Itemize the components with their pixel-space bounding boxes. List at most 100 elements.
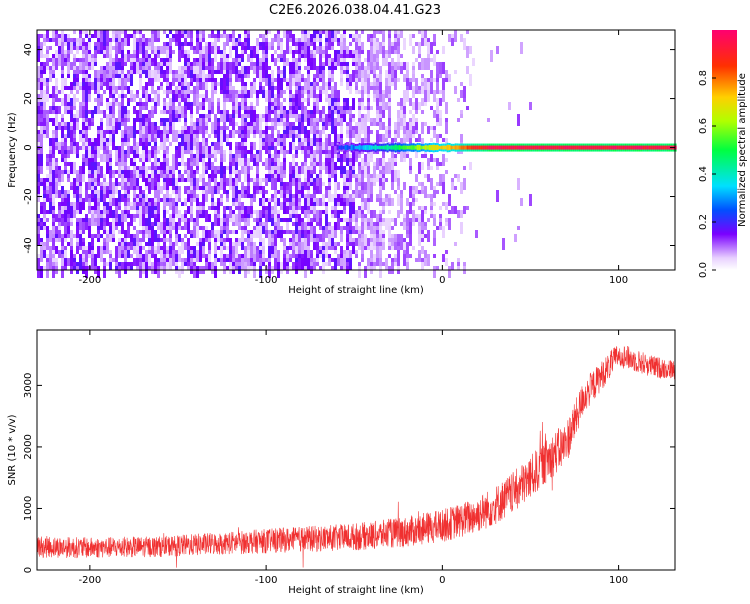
spectrogram-cell bbox=[259, 226, 262, 230]
spectrogram-cell bbox=[154, 230, 157, 242]
spectrogram-cell bbox=[151, 230, 154, 242]
spectrogram-cell bbox=[268, 142, 271, 146]
spectrogram-cell bbox=[139, 46, 142, 54]
spectrogram-cell bbox=[364, 158, 367, 162]
spectrogram-cell bbox=[226, 166, 229, 170]
signal-cell bbox=[576, 145, 579, 150]
spectrogram-cell bbox=[145, 186, 148, 190]
spectrogram-cell bbox=[235, 170, 238, 174]
spectrogram-cell bbox=[373, 210, 376, 218]
spectrogram-cell bbox=[139, 110, 142, 114]
spectrogram-cell bbox=[364, 242, 367, 246]
spectrogram-cell bbox=[76, 210, 79, 214]
spectrogram-cell bbox=[232, 202, 235, 206]
spectrogram-cell bbox=[166, 122, 169, 134]
signal-cell bbox=[544, 145, 547, 150]
spectrogram-cell bbox=[106, 162, 109, 166]
spectrogram-cell bbox=[388, 62, 391, 70]
spectrogram-cell bbox=[442, 138, 445, 142]
spectrogram-cell bbox=[124, 214, 127, 222]
spectrogram-cell bbox=[223, 74, 226, 78]
spectrogram-cell bbox=[76, 58, 79, 62]
signal-cell bbox=[384, 145, 387, 150]
spectrogram-cell bbox=[163, 74, 166, 82]
spectrogram-cell bbox=[58, 98, 61, 102]
spectrogram-cell bbox=[94, 70, 97, 78]
spectrogram-cell bbox=[241, 86, 244, 90]
spectrogram-cell bbox=[427, 230, 430, 242]
spectrogram-cell bbox=[406, 150, 409, 154]
spectrogram-cell bbox=[397, 110, 400, 122]
spectrogram-cell bbox=[355, 230, 358, 234]
spectrogram-cell bbox=[400, 30, 403, 38]
signal-cell bbox=[650, 145, 653, 150]
spectrogram-cell bbox=[313, 126, 316, 138]
spectrogram-cell bbox=[370, 70, 373, 74]
spectrogram-cell bbox=[55, 130, 58, 138]
spectrogram-cell bbox=[469, 46, 472, 54]
spectrogram-cell bbox=[409, 186, 412, 198]
spectrogram-cell bbox=[295, 50, 298, 54]
spectrogram-cell bbox=[289, 214, 292, 218]
spectrogram-cell bbox=[82, 142, 85, 146]
spectrogram-cell bbox=[298, 182, 301, 190]
spectrogram-cell bbox=[337, 114, 340, 126]
spectrogram-cell bbox=[310, 262, 313, 266]
spectrogram-cell bbox=[250, 238, 253, 242]
spectrogram-cell bbox=[469, 162, 472, 170]
spectrogram-cell bbox=[124, 62, 127, 66]
spectrogram-cell bbox=[73, 194, 76, 198]
spectrogram-cell bbox=[112, 86, 115, 90]
spectrogram-cell bbox=[334, 154, 337, 158]
spectrogram-cell bbox=[277, 86, 280, 98]
spectrogram-cell bbox=[145, 106, 148, 110]
spectrogram-cell bbox=[424, 186, 427, 198]
spectrogram-cell bbox=[424, 250, 427, 258]
spectrogram-cell bbox=[307, 154, 310, 158]
spectrogram-cell bbox=[187, 238, 190, 246]
spectrogram-cell bbox=[391, 182, 394, 190]
signal-cell bbox=[660, 145, 663, 150]
spectrogram-cell bbox=[289, 38, 292, 42]
spectrogram-cell bbox=[211, 146, 214, 158]
spectrogram-cell bbox=[244, 50, 247, 54]
spectrogram-cell bbox=[391, 70, 394, 82]
spectrogram-cell bbox=[76, 78, 79, 82]
spectrogram-cell bbox=[184, 166, 187, 170]
spectrogram-cell bbox=[364, 246, 367, 250]
spectrogram-cell bbox=[367, 202, 370, 214]
spectrogram-cell bbox=[343, 106, 346, 110]
spectrogram-cell bbox=[106, 202, 109, 210]
spectrogram-cell bbox=[76, 86, 79, 90]
spectrogram-cell bbox=[307, 150, 310, 154]
spectrogram-cell bbox=[223, 50, 226, 62]
spectrogram-cell bbox=[412, 126, 415, 134]
spectrogram-cell bbox=[259, 266, 262, 278]
spectrogram-cell bbox=[175, 234, 178, 238]
spectrogram-cell bbox=[262, 90, 265, 98]
spectrogram-cell bbox=[166, 118, 169, 122]
spectrogram-cell bbox=[289, 258, 292, 262]
spectrogram-cell bbox=[274, 126, 277, 130]
spectrogram-cell bbox=[337, 106, 340, 110]
spectrogram-cell bbox=[271, 102, 274, 106]
spectrogram-cell bbox=[76, 98, 79, 102]
spectrogram-cell bbox=[349, 158, 352, 162]
spectrogram-cell bbox=[292, 206, 295, 214]
spectrogram-cell bbox=[91, 34, 94, 38]
spectrogram-cell bbox=[256, 166, 259, 174]
spectrogram-cell bbox=[226, 62, 229, 70]
spectrogram-cell bbox=[43, 78, 46, 86]
spectrogram-cell bbox=[133, 190, 136, 194]
spectrogram-cell bbox=[133, 158, 136, 162]
spectrogram-cell bbox=[187, 146, 190, 154]
spectrogram-cell bbox=[286, 114, 289, 126]
spectrogram-cell bbox=[55, 106, 58, 110]
spectrogram-cell bbox=[244, 246, 247, 250]
spectrogram-cell bbox=[337, 258, 340, 266]
spectrogram-cell bbox=[100, 130, 103, 142]
spectrogram-cell bbox=[127, 194, 130, 198]
spectrogram-cell bbox=[244, 238, 247, 242]
spectrogram-cell bbox=[376, 82, 379, 86]
spectrogram-cell bbox=[418, 106, 421, 110]
